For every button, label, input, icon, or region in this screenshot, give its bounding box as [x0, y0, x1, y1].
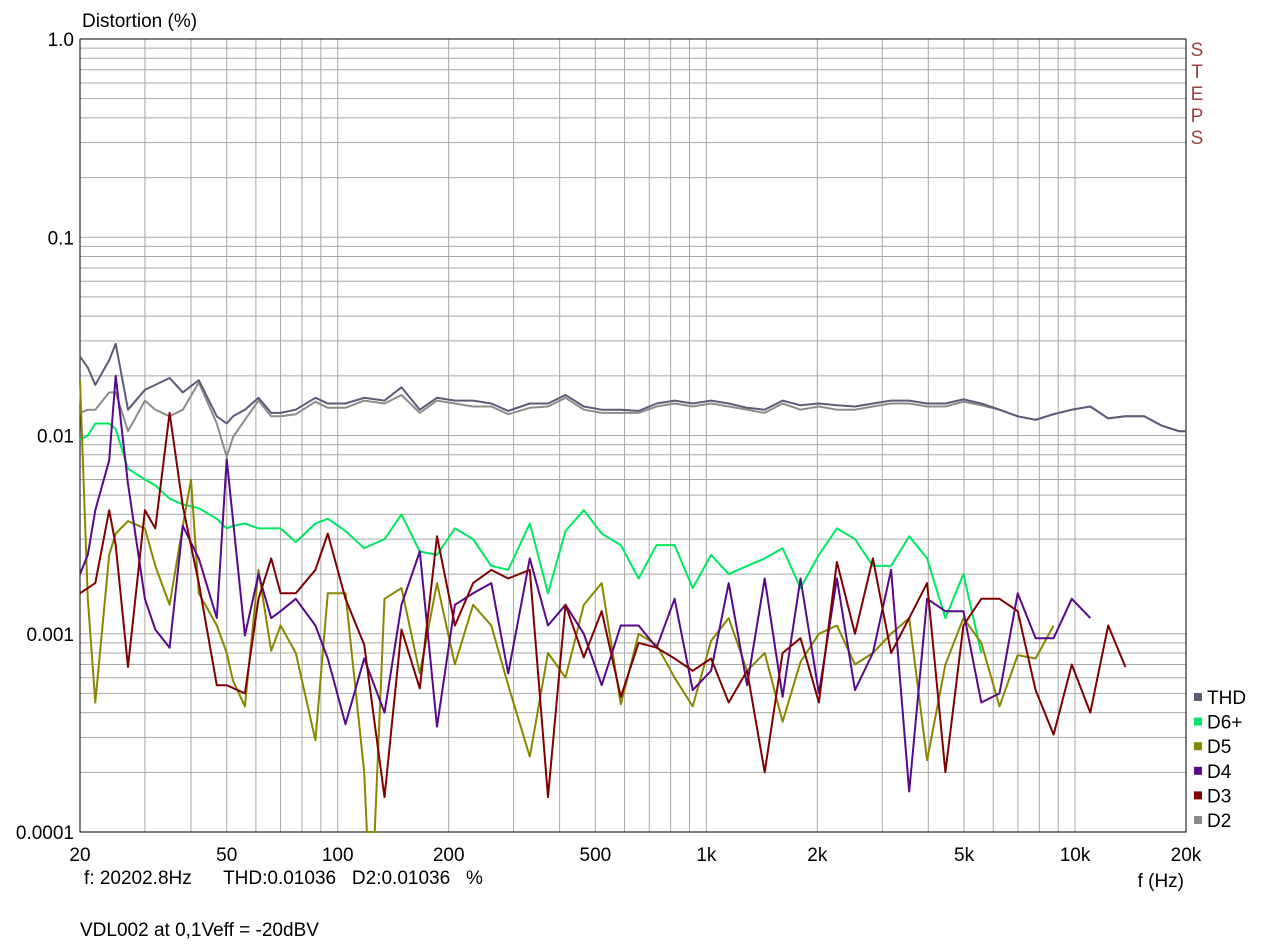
x-tick-label: 500: [580, 845, 612, 866]
legend-swatch: [1194, 717, 1202, 726]
legend-label: D5: [1207, 737, 1231, 758]
series-line-d5: [79, 380, 1055, 833]
plot-frame: [79, 38, 1187, 833]
series-line-thd: [79, 342, 1186, 433]
legend-label: D2: [1207, 811, 1231, 832]
series-line-d2: [79, 381, 1186, 458]
series-lines: [79, 342, 1186, 833]
series-line-d4: [79, 374, 1092, 793]
x-tick-label: 100: [322, 845, 354, 866]
series-line-d3: [79, 411, 1127, 799]
y-tick-label: 0.001: [26, 625, 74, 646]
legend-swatch: [1194, 693, 1202, 701]
measurement-caption: VDL002 at 0,1Veff = -20dBV: [80, 920, 319, 941]
legend-label: D6+: [1207, 713, 1242, 734]
y-tick-label: 0.01: [37, 427, 74, 448]
x-tick-label: 1k: [696, 845, 717, 866]
y-tick-label: 0.1: [48, 228, 74, 249]
steps-letter: S: [1191, 128, 1204, 149]
steps-letter: E: [1191, 84, 1204, 105]
steps-letter: T: [1191, 62, 1203, 83]
y-tick-label: 1.0: [48, 30, 74, 51]
x-tick-label: 200: [433, 845, 465, 866]
cursor-readout: f: 20202.8Hz THD:0.01036 D2:0.01036 %: [84, 868, 483, 889]
legend-label: D3: [1207, 786, 1231, 807]
y-tick-label: 0.0001: [16, 823, 74, 844]
legend-label: D4: [1207, 762, 1232, 783]
grid: [79, 39, 1187, 833]
steps-letter: S: [1191, 40, 1204, 61]
axis-ticks: 20 50 100 200 500 1k 2k 5k 10k 20k 1.0 0.1 0.01 0.001…: [16, 30, 1202, 866]
steps-letter: P: [1191, 106, 1204, 127]
series-line-d6: [79, 422, 983, 654]
legend-label: THD: [1207, 688, 1246, 709]
legend: THD D6+ D5 D4 D3 D2: [1194, 688, 1246, 832]
x-tick-label: 50: [216, 845, 237, 866]
x-tick-label: 5k: [954, 845, 975, 866]
legend-swatch: [1194, 816, 1202, 824]
x-tick-label: 20: [69, 845, 90, 866]
legend-swatch: [1194, 766, 1202, 775]
x-tick-label: 10k: [1060, 845, 1091, 866]
legend-swatch: [1194, 742, 1202, 751]
x-axis-label: f (Hz): [1138, 871, 1184, 892]
legend-swatch: [1194, 791, 1202, 800]
x-tick-label: 2k: [807, 845, 828, 866]
x-tick-label: 20k: [1171, 845, 1202, 866]
y-axis-label: Distortion (%): [82, 11, 197, 32]
